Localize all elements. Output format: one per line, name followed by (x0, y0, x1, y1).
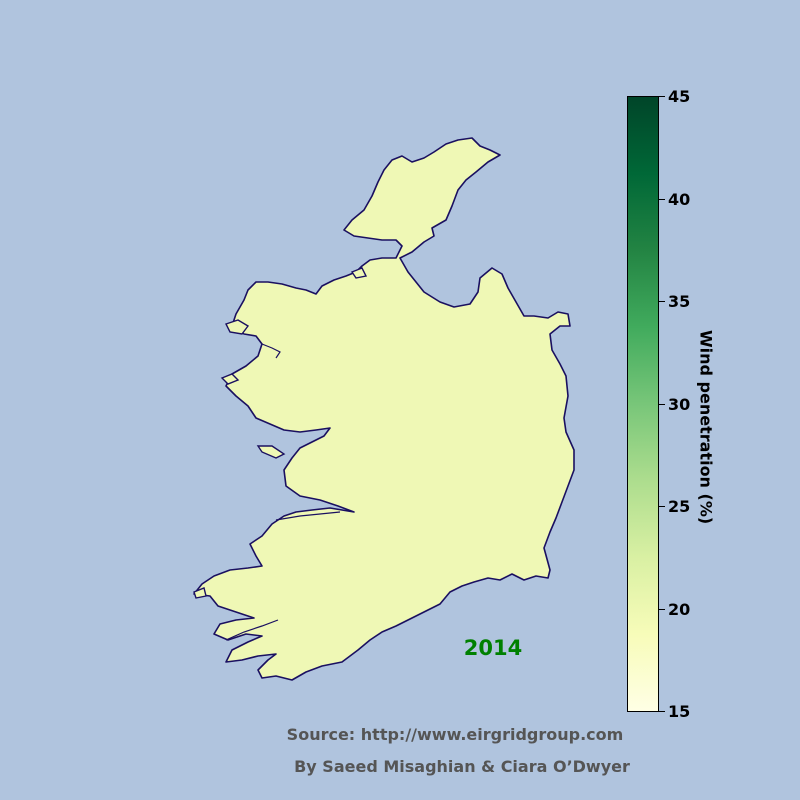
colorbar-tick (659, 711, 665, 712)
bantry-bay-line (225, 619, 279, 641)
colorbar-tick-label: 35 (668, 292, 691, 311)
western-island-shape (220, 373, 240, 385)
credit-text: By Saeed Misaghian & Ciara O’Dwyer (294, 757, 630, 776)
clew-bay-line (261, 343, 281, 359)
western-island-shape (225, 319, 250, 335)
source-text: Source: http://www.eirgridgroup.com (286, 725, 624, 744)
colorbar-tick (659, 301, 665, 302)
colorbar (627, 96, 659, 712)
aran-island-shape (256, 445, 286, 459)
colorbar-tick-label: 30 (668, 395, 691, 414)
colorbar-tick (659, 96, 665, 97)
colorbar-tick (659, 199, 665, 200)
northern-island-shape (350, 267, 368, 279)
colorbar-tick (659, 609, 665, 610)
colorbar-tick-label: 25 (668, 497, 691, 516)
colorbar-tick (659, 404, 665, 405)
colorbar-tick-label: 20 (668, 600, 691, 619)
western-island-shape (193, 587, 207, 599)
colorbar-tick-label: 40 (668, 190, 691, 209)
year-label: 2014 (463, 636, 523, 660)
colorbar-title-text: Wind penetration (%) (696, 330, 716, 525)
colorbar-tick-label: 15 (668, 702, 691, 721)
ireland-island-shape (193, 137, 575, 681)
colorbar-tick (659, 506, 665, 507)
colorbar-tick-label: 45 (668, 87, 691, 106)
shannon-estuary-line (275, 511, 341, 521)
